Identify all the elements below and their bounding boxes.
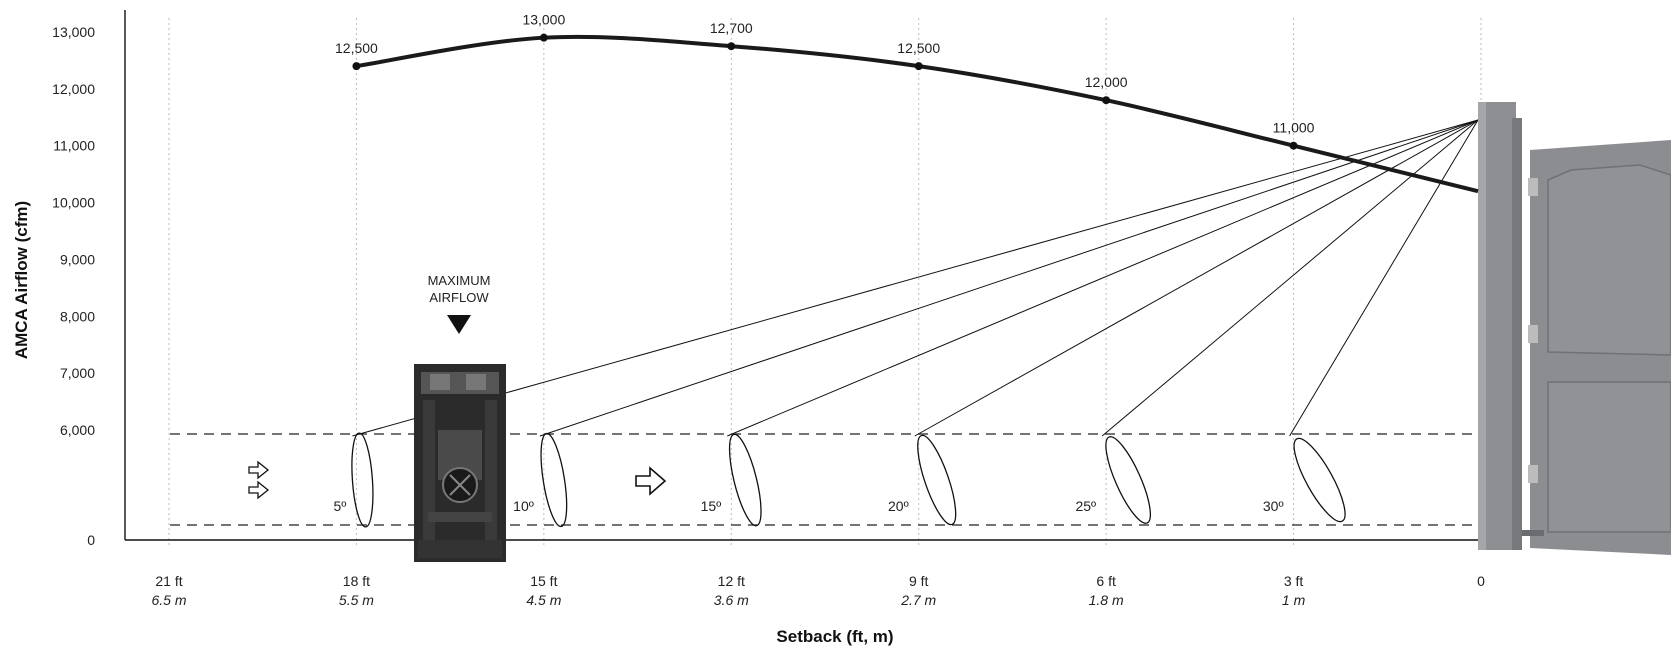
beam-line [1289,119,1479,437]
x-tick-sublabel: 1 m [1282,592,1306,608]
x-tick-label: 3 ft [1284,573,1304,589]
right-arrow-icon [635,466,667,496]
x-axis-ticks: 21 ft 6.5 m 18 ft 5.5 m 15 ft 4.5 m 12 ft 3.6 m… [151,573,1485,608]
x-axis-title: Setback (ft, m) [776,627,893,646]
tilt-ellipse [1293,437,1346,523]
right-arrow-icon [248,480,270,500]
y-tick-label: 12,000 [52,81,95,97]
data-label: 13,000 [522,12,565,28]
y-tick-label: 7,000 [60,365,95,381]
tilt-angle-label: 25º [1075,498,1096,514]
x-tick-label: 9 ft [909,573,929,589]
beam-line [539,119,1479,437]
tilt-ellipse [351,432,374,528]
data-point [727,42,736,51]
y-tick-label: 9,000 [60,251,95,267]
data-label: 12,000 [1085,74,1128,90]
data-label: 12,500 [897,40,940,56]
down-triangle-icon [447,315,471,334]
y-tick-label: 11,000 [53,138,95,154]
y-axis-ticks: 0 6,000 7,000 8,000 9,000 10,000 11,000 12,000 1… [52,24,95,548]
tilt-ellipse [1105,436,1152,524]
tilt-ellipse [540,432,568,528]
data-point [539,33,548,42]
tilt-ellipse [728,433,762,527]
tilt-angle-label: 20º [888,498,909,514]
data-point [352,62,361,71]
y-tick-label: 0 [87,532,95,548]
x-tick-sublabel: 2.7 m [900,592,936,608]
tilt-ellipse [917,434,957,526]
airflow-curve [352,33,1479,194]
tilt-angle-label: 5º [334,498,347,514]
tilt-angle-label: 15º [701,498,722,514]
data-labels: 12,500 13,000 12,700 12,500 12,000 11,000 [335,12,1315,136]
data-point [1289,141,1298,150]
annotation-line1: MAXIMUM [428,273,491,288]
tilt-angle-label: 30º [1263,498,1284,514]
y-tick-label: 13,000 [52,24,95,40]
fan-unit-image [414,364,506,562]
x-tick-label: 12 ft [718,573,745,589]
x-tick-sublabel: 1.8 m [1089,592,1124,608]
data-label: 12,500 [335,40,378,56]
door-image [1478,102,1671,555]
data-label: 12,700 [710,20,753,36]
beam-line [1101,119,1479,437]
beam-line [727,119,1479,437]
beam-line [352,119,1479,437]
right-arrow-icon [248,460,270,480]
x-tick-label: 18 ft [343,573,370,589]
y-tick-label: 8,000 [60,308,95,324]
x-tick-sublabel: 4.5 m [526,592,561,608]
airflow-curve-line [356,34,1479,194]
tilt-angle-label: 10º [513,498,534,514]
data-point [1102,96,1111,105]
x-tick-label: 6 ft [1096,573,1116,589]
y-tick-label: 6,000 [60,422,95,438]
x-tick-sublabel: 5.5 m [339,592,374,608]
data-label: 11,000 [1273,120,1315,136]
beam-line [914,119,1479,437]
x-tick-sublabel: 6.5 m [151,592,186,608]
x-tick-label: 21 ft [155,573,182,589]
annotation-line2: AIRFLOW [429,290,489,305]
x-tick-sublabel: 3.6 m [714,592,749,608]
y-tick-label: 10,000 [52,195,95,211]
tilt-ellipses: 5º 10º 15º 20º 25º 30º [334,432,1346,528]
x-tick-label: 15 ft [530,573,557,589]
data-point [914,62,923,71]
beam-lines [352,119,1479,437]
y-axis-title: AMCA Airflow (cfm) [12,201,31,359]
x-tick-label: 0 [1477,573,1485,589]
